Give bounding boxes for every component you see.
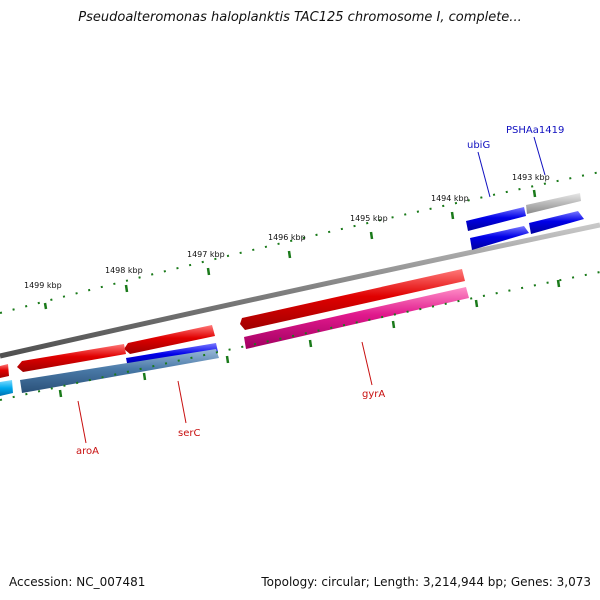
leader-ubiG <box>477 151 491 198</box>
scale-label-1498: 1498 kbp <box>105 266 143 275</box>
gene-label-PSHAa1419[interactable]: PSHAa1419 <box>506 125 564 136</box>
scale-label-1496: 1496 kbp <box>268 233 306 242</box>
scale-label-1499: 1499 kbp <box>24 281 62 290</box>
leader-PSHAa1419 <box>533 136 546 176</box>
scale-label-1495: 1495 kbp <box>350 214 388 223</box>
gene-label-serC[interactable]: serC <box>178 428 200 439</box>
gene-blue-reverse <box>470 226 529 250</box>
gene-blue-forward-ubiG <box>466 207 526 231</box>
scale-label-1493: 1493 kbp <box>512 173 550 182</box>
topology-text: Topology: circular; Length: 3,214,944 bp… <box>261 575 591 589</box>
gene-blue-reverse-PSHAa1419 <box>529 211 584 234</box>
outer-major-ticks <box>43 189 537 310</box>
gene-label-gyrA[interactable]: gyrA <box>362 389 385 400</box>
gene-label-ubiG[interactable]: ubiG <box>467 140 490 151</box>
leader-aroA <box>77 400 87 444</box>
inner-major-ticks <box>58 279 561 398</box>
gene-pink-reverse-gyrA <box>244 287 469 349</box>
gene-steel-reverse-aroA <box>20 349 219 393</box>
gene-red-forward-serC <box>124 325 215 354</box>
gene-red-forward-edge <box>0 364 9 378</box>
scale-label-1497: 1497 kbp <box>187 250 225 259</box>
accession-text: Accession: NC_007481 <box>9 575 146 589</box>
chromosome-backbone <box>0 222 600 359</box>
scale-label-1494: 1494 kbp <box>431 194 469 203</box>
gene-red-forward-gyrA <box>240 269 465 330</box>
leader-gyrA <box>361 341 373 386</box>
gene-label-aroA[interactable]: aroA <box>76 446 99 457</box>
gene-gray-forward <box>526 193 581 214</box>
gene-red-forward-aroA <box>17 344 126 372</box>
map-title: Pseudoalteromonas haloplanktis TAC125 ch… <box>78 10 522 25</box>
gene-cyan-reverse-edge <box>0 380 13 396</box>
leader-serC <box>177 380 187 424</box>
